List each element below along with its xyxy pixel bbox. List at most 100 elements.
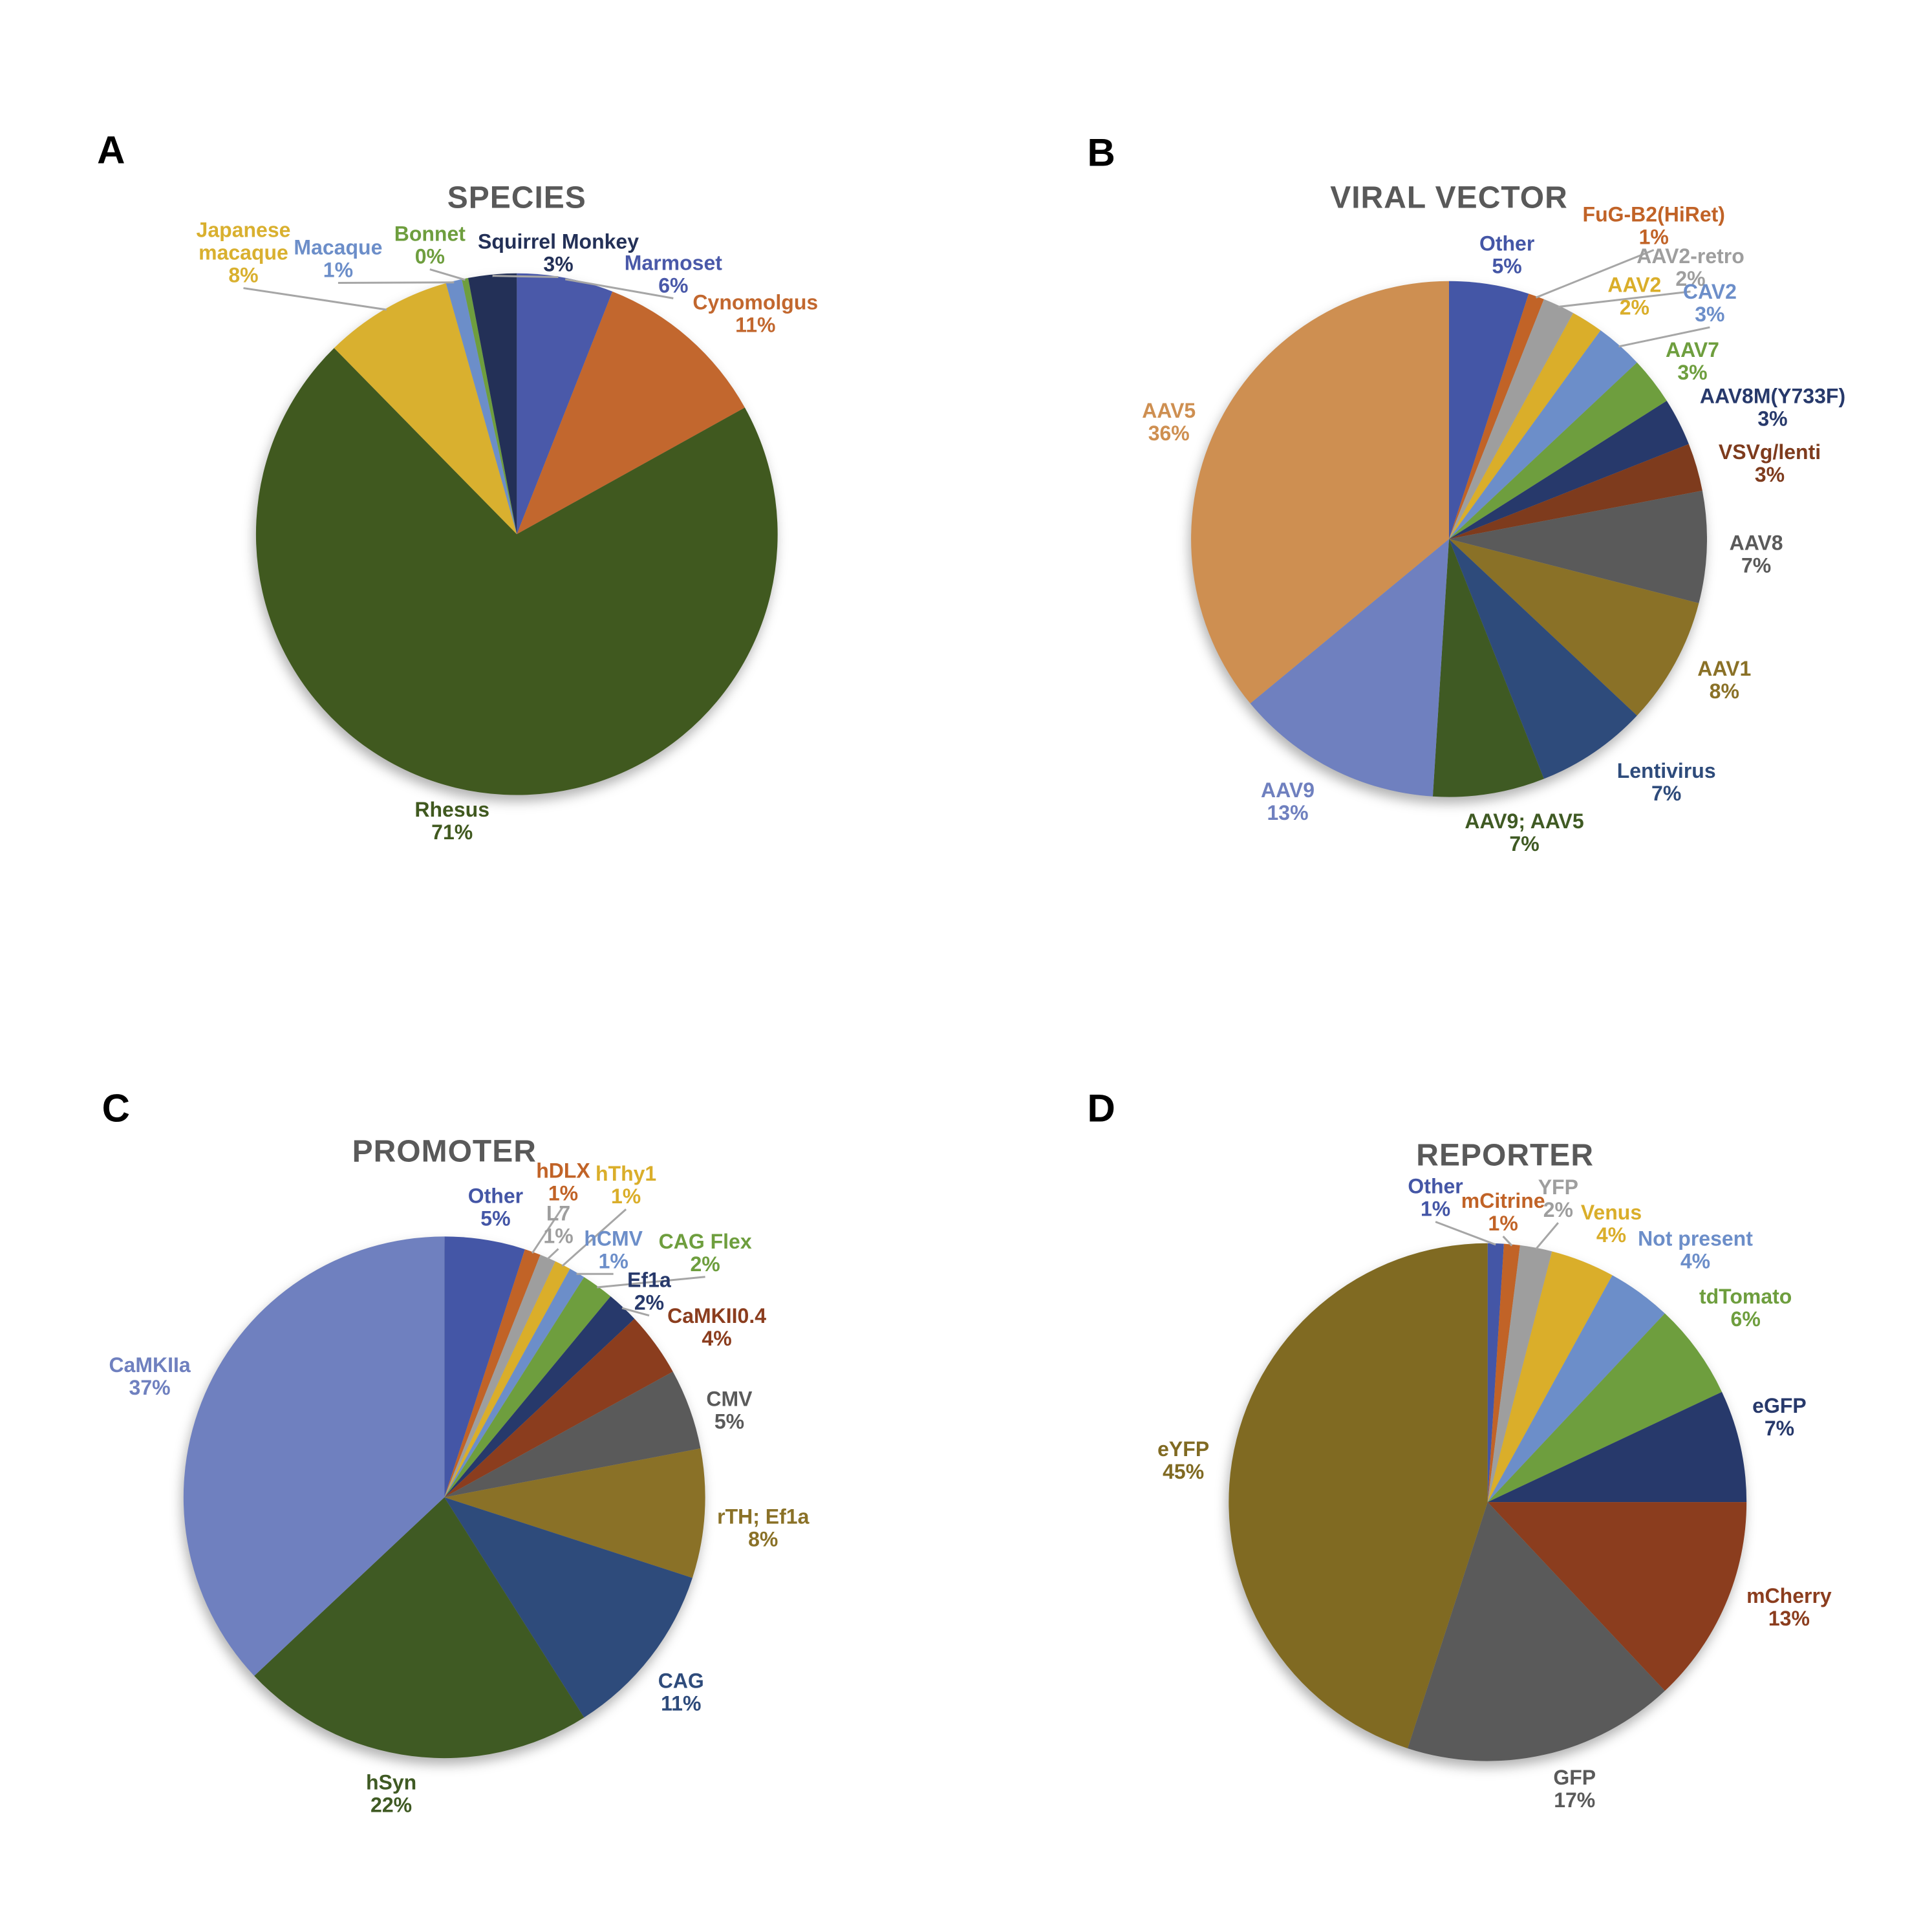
pie-slice-cav2 [1449,330,1637,539]
pie-slice-bonnet [462,277,517,535]
pie-slice-other [1487,1243,1504,1503]
slice-label-marmoset: Marmoset 6% [625,251,723,297]
panel-letter-c: C [102,1086,130,1130]
pie-slice-aav2-retro [1449,299,1574,539]
pie-slice-aav8m-y733f [1449,400,1689,539]
panel-species: A SPECIES Marmoset 6% Cynomolgus 11% Rhesus 7… [0,0,966,966]
slice-label-rhesus: Rhesus 71% [414,798,489,844]
slice-label-other: Other 5% [1479,231,1534,277]
slice-label-l7: L7 1% [543,1201,573,1247]
pie-slice-aav8 [1449,490,1707,603]
slice-label-aav1: AAV1 8% [1697,657,1751,703]
leader-line-squirrel-monkey [492,275,559,278]
species-pie-chart: Marmoset 6%Cynomolgus 11% Rhesus 71% Japanese… [197,219,819,844]
slice-label-rth-ef1a: rTH; Ef1a 8% [717,1505,809,1551]
pie-slice-aav2 [1449,313,1601,539]
slice-label-yfp: YFP 2% [1538,1175,1578,1221]
panel-reporter: D REPORTER Other 1% mCitrine 1% YFP 2% Venus 4%… [966,966,1932,1932]
slice-label-ef1a: Ef1a 2% [627,1269,671,1315]
pie-slice-aav7 [1449,362,1667,539]
slice-label-aav8m-y733f: AAV8M(Y733F) 3% [1700,385,1845,431]
panel-viral-vector: B VIRAL VECTOR Other 5% FuG-B2(HiRet) 1% AAV… [966,0,1932,966]
pie-slice-lentivirus [1449,539,1637,779]
leader-line-fug-b2-hiret [1535,249,1655,299]
pie-slice-gfp [1408,1502,1665,1761]
pie-slice-japanese-macaque [334,283,517,535]
pie-slice-aav9 [1250,539,1449,797]
pie-slice-egfp [1487,1391,1747,1503]
leader-line-hdlx [531,1205,564,1254]
pie-slice-ef1a [444,1296,635,1497]
slice-label-cynomolgus: Cynomolgus 11% [692,291,818,337]
slice-label-macaque: Macaque 1% [294,235,382,281]
slice-label-other: Other 1% [1408,1175,1463,1221]
slice-label-japanese-macaque: Japanese macaque 8% [197,219,291,287]
panel-letter-a: A [97,128,125,172]
slice-label-aav9-aav5: AAV9; AAV5 7% [1465,810,1583,855]
slice-label-aav5: AAV5 36% [1142,399,1196,445]
pie-slice-yfp [1487,1245,1552,1503]
slice-label-cag-flex: CAG Flex 2% [659,1230,752,1276]
pie-slice-hsyn [254,1497,585,1759]
leader-line-l7 [546,1248,559,1260]
slice-label-mcherry: mCherry 13% [1746,1584,1832,1630]
pie-slice-rhesus [255,348,778,795]
slice-label-venus: Venus 4% [1581,1201,1642,1247]
species-chart-title: SPECIES [447,180,586,215]
slice-label-aav2-retro: AAV2-retro 2% [1637,244,1744,290]
pie-slice-mcitrine [1487,1243,1520,1503]
panel-letter-b: B [1087,131,1115,175]
slice-label-egfp: eGFP 7% [1752,1394,1807,1440]
pie-slice-aav9-aav5 [1432,539,1544,797]
slice-label-tdtomato: tdTomato 6% [1699,1285,1792,1331]
viral-vector-pie-chart: Other 5% FuG-B2(HiRet) 1%AAV2-retro 2%AAV2 2%… [1142,203,1845,855]
slice-label-hdlx: hDLX 1% [536,1159,590,1205]
pie-slice-squirrel-monkey [468,273,517,535]
pie-slice-aav5 [1191,281,1449,703]
slice-label-aav7: AAV7 3% [1666,338,1719,384]
panel-promoter: C PROMOTER Other 5% hDLX 1% L7 1% hThy1 1% hCMV 1… [0,966,966,1932]
reporter-pie-chart: Other 1% mCitrine 1%YFP 2% Venus 4% Not present… [1157,1175,1832,1812]
slice-label-vsvg-lenti: VSVg/lenti 3% [1719,440,1821,486]
pie-slice-cynomolgus [517,291,745,535]
pie-slice-vsvg-lenti [1449,444,1702,539]
slice-label-other: Other 5% [468,1185,523,1230]
reporter-chart-title: REPORTER [1416,1138,1594,1173]
promoter-pie-chart: Other 5% hDLX 1%L7 1% hThy1 1% hCMV 1% CAG Flex 2%… [109,1159,809,1817]
pie-slice-l7 [444,1254,555,1497]
slice-label-hthy1: hThy1 1% [596,1162,656,1208]
pie-slice-venus [1487,1251,1613,1503]
leader-line-aav2-retro [1558,290,1691,308]
panel-letter-d: D [1087,1086,1115,1130]
pie-slice-mcherry [1487,1502,1747,1691]
pie-slice-marmoset [517,273,613,535]
slice-label-aav9: AAV9 13% [1261,778,1315,824]
slice-label-not-present: Not present 4% [1638,1227,1753,1272]
slice-label-mcitrine: mCitrine 1% [1461,1189,1545,1235]
pie-slice-cmv [444,1371,701,1497]
pie-slice-rth-ef1a [444,1448,705,1578]
leader-line-hthy1 [561,1208,627,1267]
leader-line-japanese-macaque [243,287,387,311]
pie-slice-hthy1 [444,1261,570,1497]
pie-slice-camkii0-4 [444,1318,673,1497]
pie-slice-tdtomato [1487,1313,1723,1503]
pie-slice-other [1449,281,1529,539]
leader-line-cag-flex [597,1276,705,1289]
slice-label-gfp: GFP 17% [1553,1766,1596,1812]
pie-slice-other [444,1236,525,1497]
slice-label-cag: CAG 11% [658,1669,704,1715]
slice-label-fug-b2-hiret: FuG-B2(HiRet) 1% [1583,203,1725,249]
pie-slice-cag [444,1497,692,1718]
promoter-chart-title: PROMOTER [352,1134,537,1169]
slice-label-camkii0-4: CaMKII0.4 4% [667,1304,766,1350]
leader-line-mcitrine [1502,1236,1513,1247]
leader-line-marmoset [564,278,674,299]
pie-slice-cag-flex [444,1277,611,1497]
pie-slice-not-present [1487,1275,1665,1503]
leader-line-ef1a [621,1307,650,1316]
pie-slice-hcmv [444,1269,585,1497]
pie-slice-fug-b2-hiret [1449,294,1544,539]
slice-label-hsyn: hSyn 22% [366,1770,416,1816]
